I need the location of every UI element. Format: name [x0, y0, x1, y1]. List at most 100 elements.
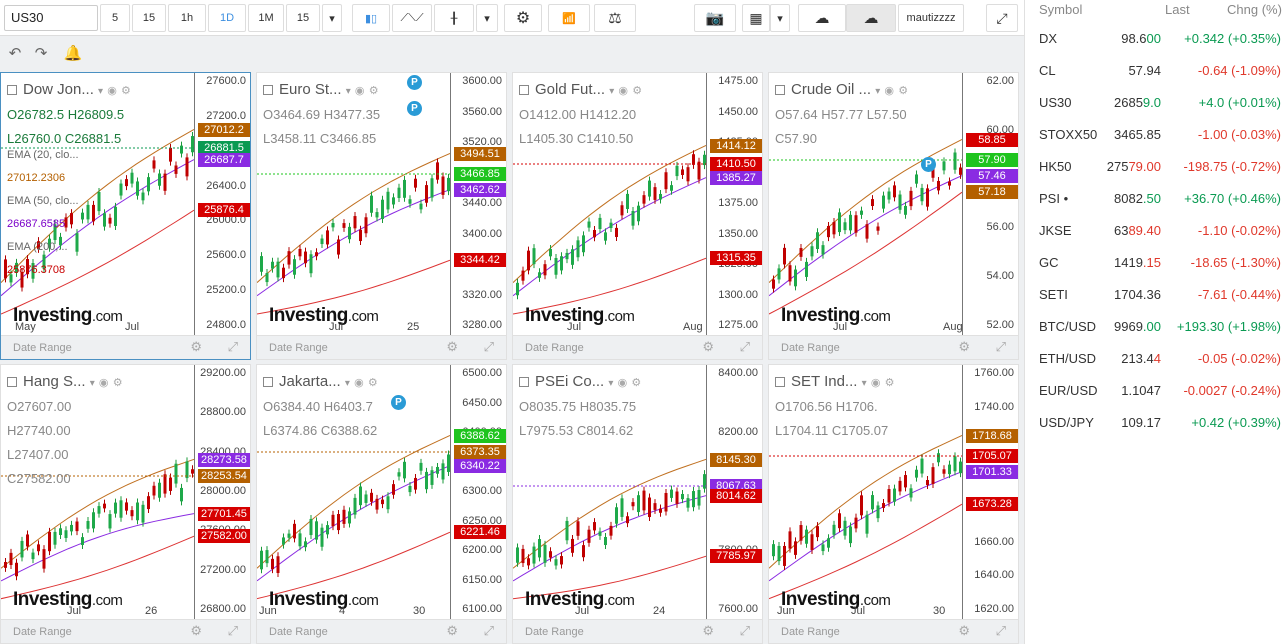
gear-icon[interactable]: ⚙ — [958, 623, 970, 638]
watchlist-row[interactable]: HK50 27579.00 -198.75 (-0.72%) — [1025, 150, 1286, 182]
watchlist-row[interactable]: PSI • 8082.50 +36.70 (+0.46%) — [1025, 182, 1286, 214]
eye-icon[interactable]: ◉ — [617, 377, 628, 389]
save-chart-button[interactable]: ☁ — [846, 4, 896, 32]
date-range-button[interactable]: Date Range — [525, 626, 584, 638]
checkbox-icon[interactable] — [7, 377, 17, 388]
indicators-button[interactable]: 📶 — [548, 4, 590, 32]
chart-panel-set-index[interactable]: SET Ind... ▾ ◉ ⚙ O1706.56 H1706. L1704.11 … — [768, 364, 1019, 644]
fullscreen-icon[interactable]: ⤢ — [483, 623, 494, 638]
eye-icon[interactable]: ◉ — [884, 85, 895, 97]
price-plot[interactable] — [513, 365, 706, 619]
layout-dropdown[interactable]: ▾ — [770, 4, 790, 32]
price-plot[interactable] — [1, 73, 194, 335]
chart-panel-hang-seng[interactable]: Hang S... ▾ ◉ ⚙ O27607.00 H27740.00 L27407.… — [0, 364, 251, 644]
settings-button[interactable]: ⚙ — [504, 4, 542, 32]
gear-icon[interactable]: ⚙ — [631, 377, 642, 389]
plot-area[interactable] — [513, 73, 706, 335]
date-range-button[interactable]: Date Range — [781, 342, 840, 354]
gear-icon[interactable]: ⚙ — [367, 377, 378, 389]
gear-icon[interactable]: ⚙ — [112, 377, 123, 389]
chart-panel-psei[interactable]: PSEi Co... ▾ ◉ ⚙ O8035.75 H8035.75 L7975.5… — [512, 364, 763, 644]
watchlist-row[interactable]: DX 98.600 +0.342 (+0.35%) — [1025, 22, 1286, 54]
line-chart-button[interactable]: ⟋⟍⟋ — [392, 4, 432, 32]
eye-icon[interactable]: ◉ — [354, 85, 365, 97]
gear-icon[interactable]: ⚙ — [884, 377, 895, 389]
fullscreen-icon[interactable]: ⤢ — [227, 339, 238, 354]
interval-1mo-button[interactable]: 1M — [248, 4, 284, 32]
plot-area[interactable] — [1, 365, 194, 619]
fullscreen-icon[interactable]: ⤢ — [483, 339, 494, 354]
chart-panel-crude-oil[interactable]: Crude Oil ... ▾ ◉ ⚙ O57.64 H57.77 L57.50 C… — [768, 72, 1019, 360]
event-badge[interactable]: P — [391, 395, 406, 410]
price-plot[interactable] — [513, 73, 706, 335]
checkbox-icon[interactable] — [519, 377, 529, 388]
price-plot[interactable] — [1, 365, 194, 619]
checkbox-icon[interactable] — [519, 85, 529, 96]
watchlist-row[interactable]: ETH/USD 213.44 -0.05 (-0.02%) — [1025, 342, 1286, 374]
interval-15m-button[interactable]: 15 — [132, 4, 166, 32]
interval-5m-button[interactable]: 5 — [100, 4, 130, 32]
date-range-button[interactable]: Date Range — [269, 626, 328, 638]
watchlist-row[interactable]: SETI 1704.36 -7.61 (-0.44%) — [1025, 278, 1286, 310]
chart-panel-jakarta[interactable]: Jakarta... ▾ ◉ ⚙ O6384.40 H6403.7 L6374.86… — [256, 364, 507, 644]
user-menu-button[interactable]: mautizzzz — [898, 4, 964, 32]
gear-icon[interactable]: ⚙ — [702, 339, 714, 354]
checkbox-icon[interactable] — [263, 85, 273, 96]
price-plot[interactable] — [257, 73, 450, 335]
load-chart-button[interactable]: ☁ — [798, 4, 846, 32]
plot-area[interactable] — [257, 365, 450, 619]
interval-custom-button[interactable]: 15 — [286, 4, 320, 32]
chart-panel-dow-jones[interactable]: Dow Jon... ▾ ◉ ⚙ O26782.5 H26809.5 L26760.… — [0, 72, 251, 360]
date-range-button[interactable]: Date Range — [269, 342, 328, 354]
date-range-button[interactable]: Date Range — [781, 626, 840, 638]
gear-icon[interactable]: ⚙ — [958, 339, 970, 354]
price-axis[interactable]: 1475.001450.001425.001400.001375.001350.… — [706, 73, 762, 335]
event-badge[interactable]: P — [407, 101, 422, 116]
eye-icon[interactable]: ◉ — [107, 85, 117, 97]
fullscreen-icon[interactable]: ⤢ — [739, 623, 750, 638]
fullscreen-icon[interactable]: ⤢ — [995, 623, 1006, 638]
fullscreen-icon[interactable]: ⤢ — [995, 339, 1006, 354]
eye-icon[interactable]: ◉ — [618, 85, 629, 97]
redo-button[interactable]: ↷ — [28, 40, 54, 66]
eye-icon[interactable]: ◉ — [98, 377, 109, 389]
price-plot[interactable] — [769, 365, 962, 619]
price-axis[interactable]: 8400.008200.008000.007800.007600.008145.… — [706, 365, 762, 619]
event-badge[interactable]: P — [921, 157, 936, 172]
screenshot-button[interactable]: 📷 — [694, 4, 736, 32]
plot-area[interactable] — [513, 365, 706, 619]
layout-button[interactable]: ▦ — [742, 4, 770, 32]
gear-icon[interactable]: ⚙ — [702, 623, 714, 638]
checkbox-icon[interactable] — [263, 377, 273, 388]
event-badge[interactable]: P — [407, 75, 422, 90]
gear-icon[interactable]: ⚙ — [190, 623, 202, 638]
gear-icon[interactable]: ⚙ — [632, 85, 643, 97]
interval-1d-button[interactable]: 1D — [208, 4, 246, 32]
price-axis[interactable]: 6500.006450.006400.006350.006300.006250.… — [450, 365, 506, 619]
watchlist-row[interactable]: JKSE 6389.40 -1.10 (-0.02%) — [1025, 214, 1286, 246]
plot-area[interactable] — [769, 365, 962, 619]
symbol-search-input[interactable]: US30 — [4, 5, 98, 31]
watchlist-row[interactable]: EUR/USD 1.1047 -0.0027 (-0.24%) — [1025, 374, 1286, 406]
gear-icon[interactable]: ⚙ — [121, 85, 131, 97]
checkbox-icon[interactable] — [775, 377, 785, 388]
gear-icon[interactable]: ⚙ — [190, 339, 202, 354]
interval-dropdown-button[interactable]: ▾ — [322, 4, 342, 32]
plot-area[interactable] — [1, 73, 194, 335]
gear-icon[interactable]: ⚙ — [446, 623, 458, 638]
gear-icon[interactable]: ⚙ — [368, 85, 379, 97]
watchlist-row[interactable]: GC 1419.15 -18.65 (-1.30%) — [1025, 246, 1286, 278]
price-axis[interactable]: 3600.003560.003520.003480.003440.003400.… — [450, 73, 506, 335]
gear-icon[interactable]: ⚙ — [446, 339, 458, 354]
date-range-button[interactable]: Date Range — [13, 342, 72, 354]
gear-icon[interactable]: ⚙ — [898, 85, 909, 97]
watchlist-row[interactable]: CL 57.94 -0.64 (-1.09%) — [1025, 54, 1286, 86]
watchlist-row[interactable]: US30 26859.0 +4.0 (+0.01%) — [1025, 86, 1286, 118]
date-range-button[interactable]: Date Range — [525, 342, 584, 354]
plot-area[interactable] — [257, 73, 450, 335]
price-axis[interactable]: 1760.001740.001720.001700.001680.001660.… — [962, 365, 1018, 619]
price-plot[interactable] — [257, 365, 450, 619]
eye-icon[interactable]: ◉ — [870, 377, 881, 389]
undo-button[interactable]: ↶ — [2, 40, 28, 66]
compare-button[interactable]: ⚖ — [594, 4, 636, 32]
